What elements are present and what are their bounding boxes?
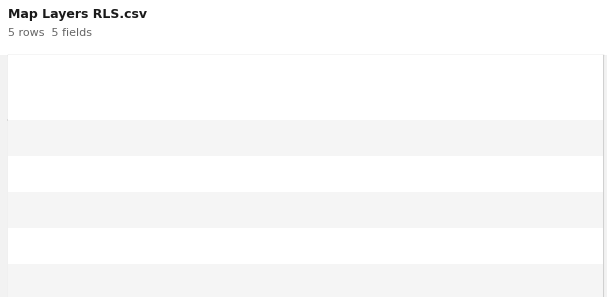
Text: Abc: Abc (141, 61, 158, 69)
Text: Sales: Sales (566, 98, 598, 108)
Text: Bristol: Bristol (14, 205, 47, 215)
Text: 51.45350: 51.45350 (320, 205, 370, 215)
Text: Map Layers RLS.csv: Map Layers RLS.csv (416, 77, 492, 86)
Text: Map Layers RLS.csv: Map Layers RLS.csv (522, 77, 598, 86)
Text: Country: Country (141, 98, 188, 108)
Text: City: City (14, 98, 37, 108)
Text: 5 rows  5 fields: 5 rows 5 fields (8, 28, 92, 38)
Text: UK: UK (141, 205, 156, 215)
Text: -1.89490: -1.89490 (445, 277, 492, 287)
Text: Map Layers RLS.csv: Map Layers RLS.csv (8, 8, 147, 21)
Text: Map Layers RLS.csv: Map Layers RLS.csv (294, 77, 370, 86)
Text: UK: UK (141, 133, 156, 143)
Text: #: # (362, 61, 370, 69)
Text: London: London (14, 169, 52, 179)
Text: 33: 33 (585, 205, 598, 215)
Text: 75: 75 (585, 133, 598, 143)
Text: Map Layers RLS.csv: Map Layers RLS.csv (141, 77, 217, 86)
Text: #: # (484, 61, 492, 69)
Text: #: # (591, 61, 598, 69)
Text: -0.13740: -0.13740 (445, 241, 492, 251)
Text: 50.82200: 50.82200 (320, 241, 370, 251)
Text: 52.47770: 52.47770 (320, 277, 370, 287)
Text: 51.50730: 51.50730 (320, 169, 370, 179)
Text: Lat: Lat (351, 98, 370, 108)
Text: Map Layers RLS.csv: Map Layers RLS.csv (14, 77, 90, 86)
Text: Long: Long (463, 98, 492, 108)
Text: Brighton: Brighton (14, 241, 59, 251)
Text: UK: UK (141, 169, 156, 179)
Text: 50: 50 (585, 241, 598, 251)
Text: UK: UK (141, 277, 156, 287)
Text: 80: 80 (585, 277, 598, 287)
Text: -0.12760: -0.12760 (445, 169, 492, 179)
Text: -2.59740: -2.59740 (445, 205, 492, 215)
Text: Abc: Abc (14, 61, 31, 69)
Text: 100: 100 (578, 169, 598, 179)
Text: Birmingham: Birmingham (14, 277, 78, 287)
Text: -2.24410: -2.24410 (445, 133, 492, 143)
Text: 53.47910: 53.47910 (320, 133, 370, 143)
Text: UK: UK (141, 241, 156, 251)
Text: Manchester: Manchester (14, 133, 75, 143)
